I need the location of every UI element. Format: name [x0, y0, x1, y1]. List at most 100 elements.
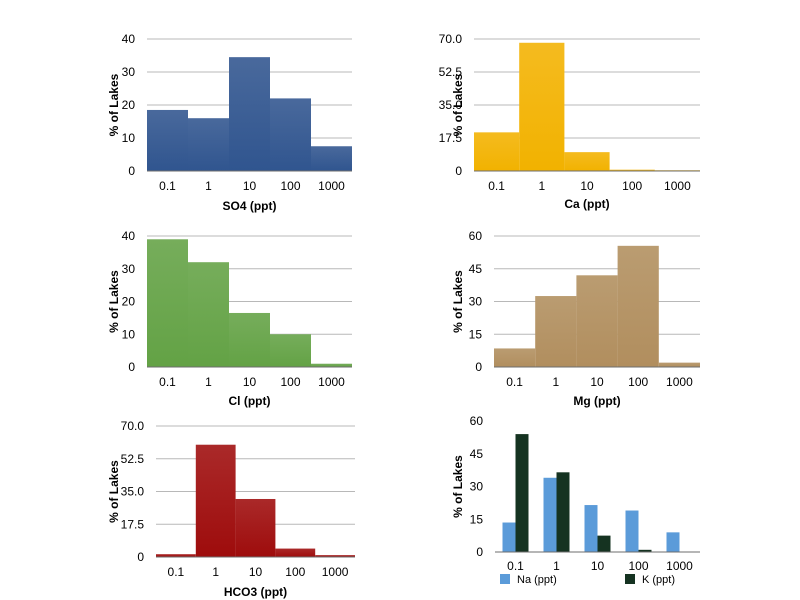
- y-tick-label: 45: [469, 262, 483, 276]
- y-tick-label: 15: [470, 512, 484, 526]
- bar: [275, 548, 316, 557]
- bar: [625, 510, 639, 552]
- y-axis-title: % of Lakes: [107, 270, 121, 333]
- bar: [270, 334, 311, 367]
- y-tick-label: 30: [122, 262, 136, 276]
- y-tick-label: 30: [470, 480, 484, 494]
- x-tick-label: 0.1: [168, 565, 185, 579]
- y-tick-label: 17.5: [121, 517, 145, 531]
- x-tick-label: 1: [205, 375, 212, 389]
- bar: [147, 239, 188, 367]
- y-tick-label: 0: [476, 545, 483, 559]
- bar: [229, 57, 270, 171]
- y-axis-title: % of Lakes: [107, 460, 121, 523]
- x-tick-label: 10: [590, 375, 604, 389]
- chart-2: 0.1 1 10 100 1000 0 17.5 35.0 52.5 70.0 % of Lakes…: [439, 32, 700, 211]
- y-axis-title: % of Lakes: [451, 73, 465, 136]
- x-tick-label: 100: [628, 559, 648, 573]
- bar: [666, 532, 680, 552]
- bar: [315, 555, 355, 557]
- x-axis-title: Mg (ppt): [573, 394, 620, 408]
- x-tick-label: 1000: [322, 565, 349, 579]
- bar: [564, 152, 610, 171]
- y-axis-title: % of Lakes: [451, 270, 465, 333]
- x-axis-title: Ca (ppt): [564, 197, 609, 211]
- x-tick-label: 1: [212, 565, 219, 579]
- legend-label: K (ppt): [642, 574, 675, 586]
- bar: [597, 535, 611, 552]
- bar: [535, 296, 577, 367]
- x-tick-label: 1000: [666, 559, 693, 573]
- bar: [235, 498, 276, 557]
- y-tick-label: 20: [122, 98, 136, 112]
- y-tick-label: 60: [469, 229, 483, 243]
- y-tick-label: 0: [137, 550, 144, 564]
- bar: [609, 169, 655, 171]
- y-tick-label: 70.0: [121, 419, 145, 433]
- bar: [188, 262, 229, 367]
- bar: [502, 522, 516, 552]
- x-tick-label: 1000: [318, 375, 345, 389]
- x-tick-label: 0.1: [488, 179, 505, 193]
- y-tick-label: 45: [470, 447, 484, 461]
- y-tick-label: 0: [475, 360, 482, 374]
- y-tick-label: 70.0: [439, 32, 463, 46]
- x-tick-label: 1: [553, 559, 560, 573]
- y-tick-label: 52.5: [439, 65, 463, 79]
- y-tick-label: 35.0: [439, 98, 463, 112]
- bar: [195, 444, 236, 557]
- x-tick-label: 0.1: [159, 375, 176, 389]
- bar: [229, 312, 270, 367]
- y-tick-label: 52.5: [121, 452, 145, 466]
- chart-6: 0.1 1 10 100 1000 Na (ppt) K (ppt) 0 15 30 45 60 % o…: [451, 414, 700, 586]
- x-tick-label: 100: [280, 375, 300, 389]
- bar: [270, 98, 311, 171]
- x-tick-label: 100: [280, 179, 300, 193]
- x-tick-label: 1: [538, 179, 545, 193]
- y-tick-label: 0: [128, 164, 135, 178]
- bar: [188, 118, 229, 171]
- bar: [658, 362, 700, 367]
- x-tick-label: 100: [285, 565, 305, 579]
- x-axis-title: HCO3 (ppt): [224, 585, 287, 599]
- x-axis-title: SO4 (ppt): [223, 199, 277, 213]
- x-tick-label: 1000: [318, 179, 345, 193]
- y-tick-label: 40: [122, 32, 136, 46]
- bar: [311, 146, 352, 171]
- x-tick-label: 10: [243, 179, 257, 193]
- y-axis-title: % of Lakes: [107, 73, 121, 136]
- chart-1: 0.1 1 10 100 1000 0 10 20 30 40 % of Lakes SO4 (ppt…: [107, 32, 352, 213]
- bar: [543, 477, 557, 552]
- y-tick-label: 60: [470, 414, 484, 428]
- chart-4: 0.1 1 10 100 1000 0 15 30 45 60 % of Lakes Mg (ppt): [451, 229, 700, 408]
- bar: [519, 42, 565, 172]
- y-tick-label: 30: [469, 295, 483, 309]
- y-tick-label: 0: [455, 164, 462, 178]
- x-tick-label: 10: [243, 375, 257, 389]
- bar: [576, 275, 618, 367]
- y-tick-label: 10: [122, 327, 136, 341]
- x-tick-label: 100: [628, 375, 648, 389]
- bar: [494, 348, 536, 367]
- bar: [156, 554, 196, 557]
- y-tick-label: 30: [122, 65, 136, 79]
- legend-swatch: [625, 574, 635, 584]
- chart-3: 0.1 1 10 100 1000 0 10 20 30 40 % of Lakes Cl (ppt): [107, 229, 352, 408]
- bar: [617, 245, 659, 367]
- x-tick-label: 0.1: [159, 179, 176, 193]
- chart-5: 0.1 1 10 100 1000 0 17.5 35.0 52.5 70.0 % of Lakes…: [107, 419, 355, 599]
- y-tick-label: 17.5: [439, 131, 463, 145]
- y-tick-label: 35.0: [121, 485, 145, 499]
- bar: [556, 472, 570, 552]
- x-tick-label: 1: [552, 375, 559, 389]
- y-tick-label: 20: [122, 295, 136, 309]
- y-axis-title: % of Lakes: [451, 455, 465, 518]
- x-tick-label: 1: [205, 179, 212, 193]
- bar: [474, 132, 520, 171]
- bar: [515, 434, 529, 552]
- x-tick-label: 10: [249, 565, 263, 579]
- x-tick-label: 0.1: [507, 559, 524, 573]
- bar: [584, 505, 598, 552]
- y-tick-label: 10: [122, 131, 136, 145]
